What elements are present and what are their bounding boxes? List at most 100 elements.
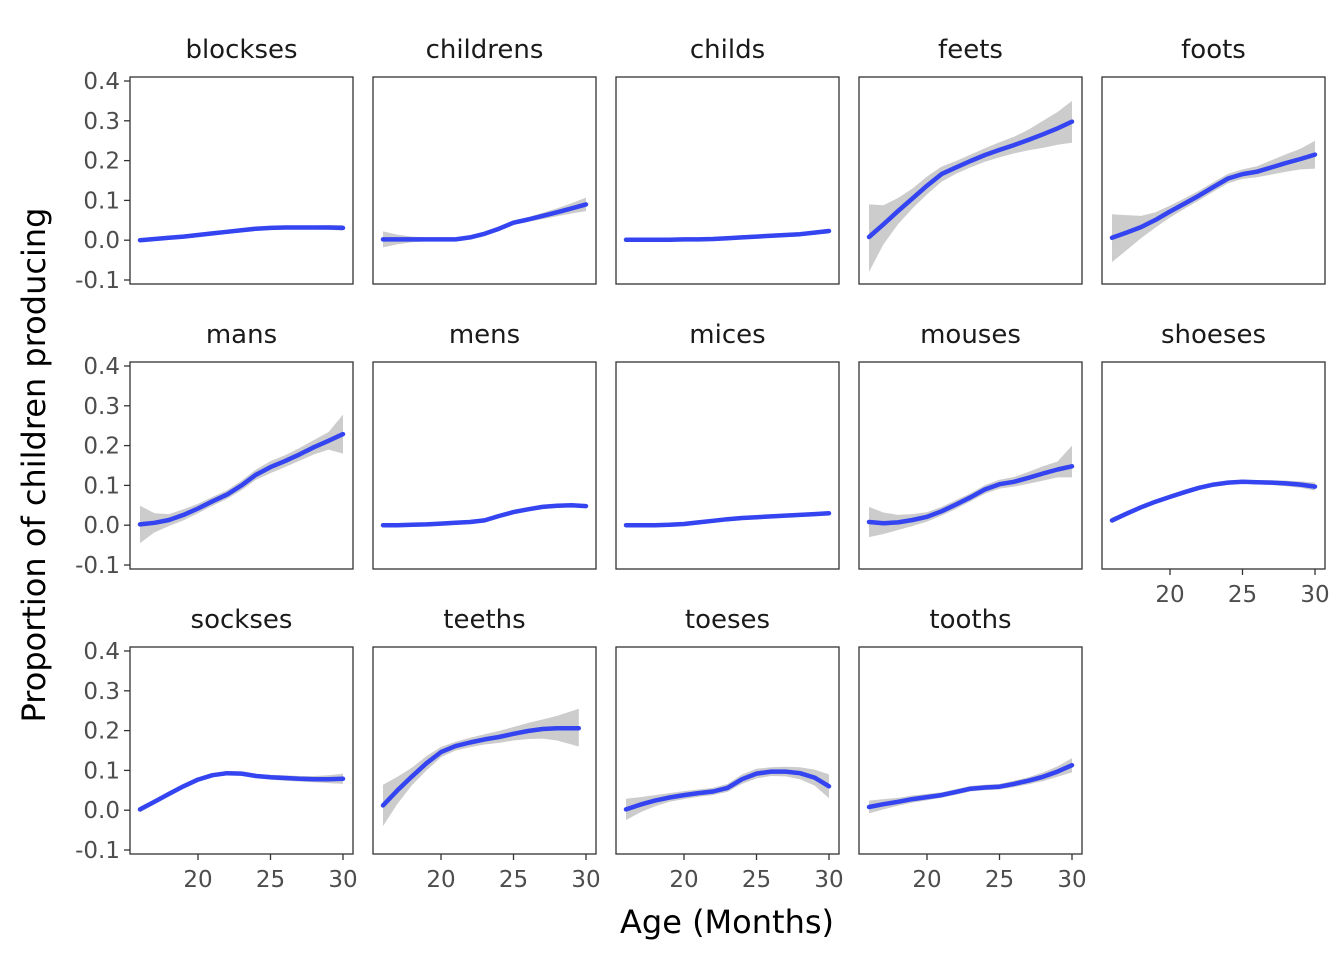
x-tick-label: 30 [814, 867, 843, 893]
y-tick-label: 0.4 [83, 639, 120, 665]
facet-panel-mans: mans -0.1 0.0 0.1 0.2 0.3 0.4 [75, 320, 354, 579]
y-tick-label: 0.3 [83, 679, 120, 705]
y-tick-label: 0.2 [83, 434, 120, 460]
y-tick-label: 0.1 [83, 188, 120, 214]
facet-label-mices: mices [689, 320, 765, 350]
x-tick-label: 25 [256, 867, 285, 893]
panel-border [858, 76, 1083, 285]
x-axis-title: Age (Months) [620, 903, 834, 941]
panel-background [130, 77, 353, 284]
x-tick-label: 20 [669, 867, 698, 893]
series-line-sockses [137, 770, 346, 812]
y-tick-label: 0.4 [83, 69, 120, 95]
facet-label-feets: feets [938, 35, 1003, 65]
facet-panel-feets: feets [858, 35, 1083, 285]
facet-label-blockses: blockses [185, 35, 297, 65]
panel-border [615, 361, 840, 570]
x-tick-label: 25 [742, 867, 771, 893]
panel-background [859, 362, 1082, 569]
facet-panel-mouses: mouses [858, 320, 1083, 570]
facet-label-childs: childs [690, 35, 765, 65]
series-line-mens [380, 503, 589, 528]
series-line-mices [623, 511, 832, 528]
facet-label-sockses: sockses [191, 605, 293, 635]
panel-background [130, 362, 353, 569]
facet-label-mens: mens [449, 320, 520, 350]
x-tick-label: 30 [1057, 867, 1086, 893]
facet-panel-tooths: tooths 20 25 30 [858, 605, 1087, 893]
panel-background [616, 77, 839, 284]
facet-label-mouses: mouses [920, 320, 1021, 350]
y-tick-label: 0.1 [83, 473, 120, 499]
y-tick-label: 0.0 [83, 228, 120, 254]
facet-label-toeses: toeses [685, 605, 770, 635]
facet-panel-sockses: sockses -0.1 0.0 0.1 0.2 0.3 0.4 20 25 30 [75, 605, 358, 893]
y-tick-label: -0.1 [75, 838, 120, 864]
series-line-tooths [866, 762, 1075, 810]
panel-border [858, 361, 1083, 570]
panel-border [372, 646, 597, 855]
confidence-band-mouses [869, 445, 1072, 538]
facet-label-mans: mans [206, 320, 277, 350]
x-tick-label: 25 [1228, 582, 1257, 608]
series-line-foots [1109, 152, 1318, 241]
x-tick-label: 20 [1155, 582, 1184, 608]
panel-border [129, 646, 354, 855]
panel-border [615, 646, 840, 855]
facet-label-childrens: childrens [426, 35, 544, 65]
panel-background [616, 362, 839, 569]
facet-label-tooths: tooths [929, 605, 1011, 635]
x-tick-label: 20 [183, 867, 212, 893]
confidence-band-teeths [383, 708, 579, 827]
series-line-shoeses [1109, 479, 1318, 523]
facet-panel-shoeses: shoeses 20 25 30 [1101, 320, 1330, 608]
panel-border [372, 361, 597, 570]
y-tick-label: 0.0 [83, 798, 120, 824]
series-line-teeths [380, 725, 582, 808]
panel-background [859, 77, 1082, 284]
panel-border [615, 76, 840, 285]
panel-border [1101, 361, 1326, 570]
panel-border [129, 361, 354, 570]
series-line-childs [623, 228, 832, 243]
y-tick-label: -0.1 [75, 268, 120, 294]
y-tick-label: 0.0 [83, 513, 120, 539]
panel-background [616, 647, 839, 854]
panel-background [130, 647, 353, 854]
series-line-blockses [137, 225, 346, 243]
panel-background [1102, 77, 1325, 284]
y-tick-label: 0.2 [83, 149, 120, 175]
panel-background [373, 362, 596, 569]
facet-label-shoeses: shoeses [1161, 320, 1266, 350]
confidence-band-toeses [626, 766, 829, 821]
x-tick-label: 25 [985, 867, 1014, 893]
facet-label-teeths: teeths [443, 605, 525, 635]
series-line-mouses [866, 464, 1075, 526]
panel-background [373, 647, 596, 854]
panel-background [859, 647, 1082, 854]
x-tick-label: 30 [1300, 582, 1329, 608]
panel-border [129, 76, 354, 285]
y-tick-label: 0.4 [83, 354, 120, 380]
series-line-childrens [380, 202, 589, 242]
series-line-mans [137, 431, 346, 527]
series-line-toeses [623, 769, 832, 812]
x-tick-label: 25 [499, 867, 528, 893]
confidence-band-childrens [383, 197, 586, 248]
facet-panel-toeses: toeses 20 25 30 [615, 605, 844, 893]
panel-border [372, 76, 597, 285]
y-tick-label: 0.1 [83, 758, 120, 784]
facet-panel-mices: mices [615, 320, 840, 570]
facet-label-foots: foots [1181, 35, 1246, 65]
y-tick-label: 0.3 [83, 109, 120, 135]
y-tick-label: -0.1 [75, 553, 120, 579]
y-tick-label: 0.2 [83, 719, 120, 745]
facet-panel-foots: foots [1101, 35, 1326, 285]
facet-panel-blockses: blockses -0.1 0.0 0.1 0.2 0.3 0.4 [75, 35, 354, 294]
x-tick-label: 20 [912, 867, 941, 893]
facet-panel-teeths: teeths 20 25 30 [372, 605, 601, 893]
panel-border [1101, 76, 1326, 285]
x-tick-label: 20 [426, 867, 455, 893]
series-line-feets [866, 119, 1075, 240]
